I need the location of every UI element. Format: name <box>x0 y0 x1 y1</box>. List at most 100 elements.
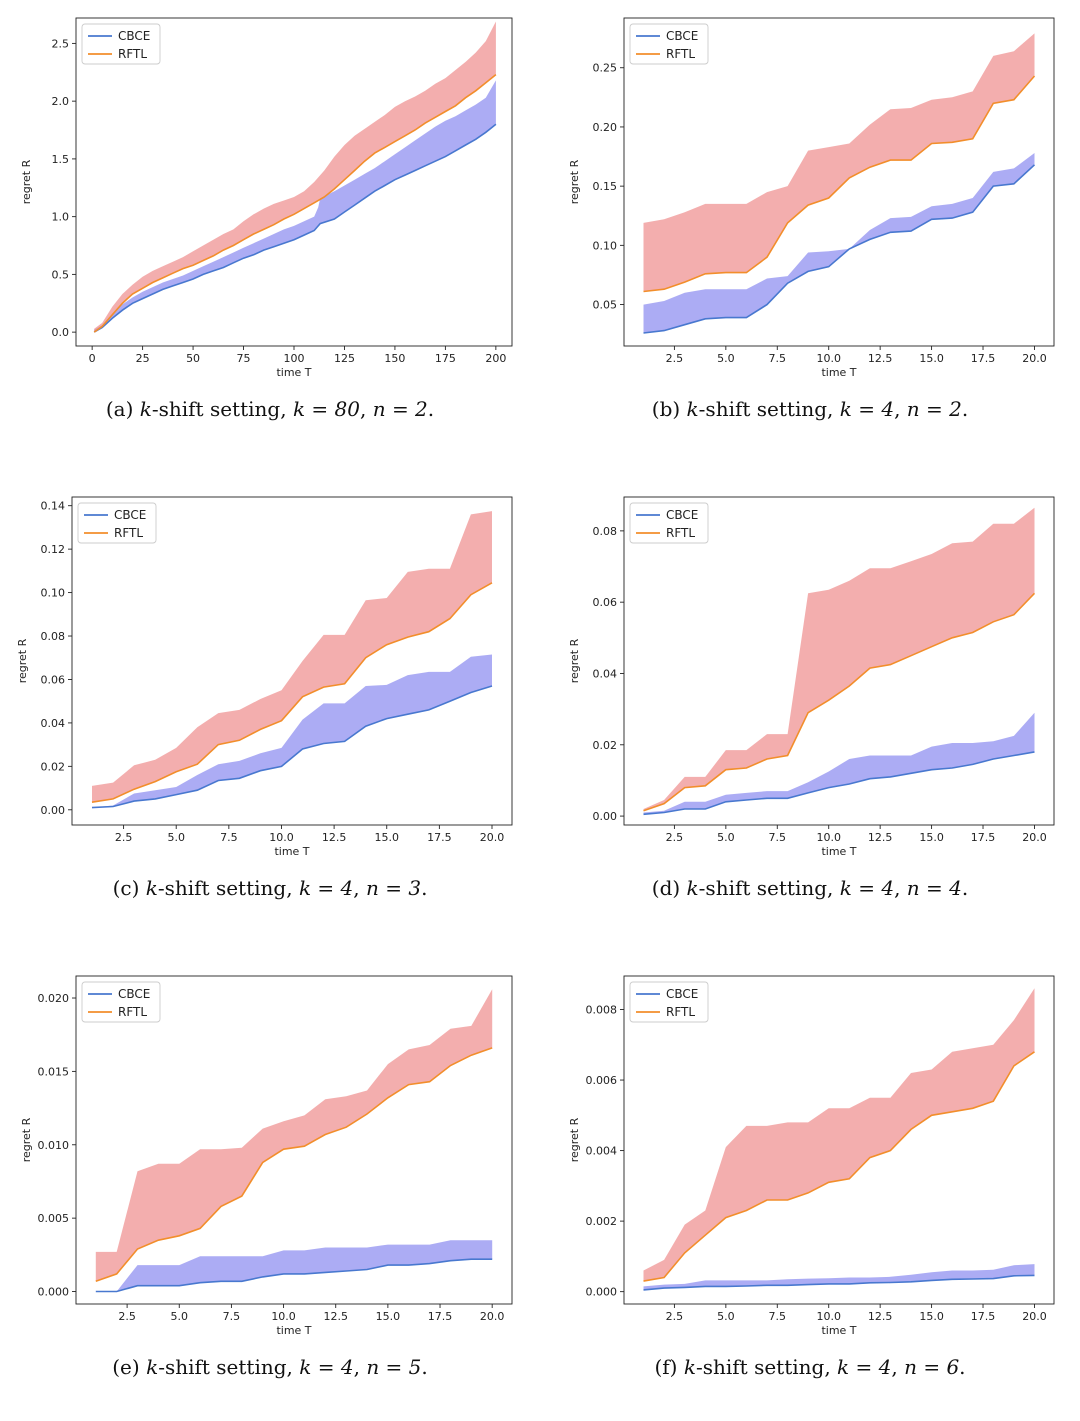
line-cbce <box>643 751 1035 816</box>
x-tick-label: 10.0 <box>271 1310 296 1323</box>
y-tick-label: 0.006 <box>586 1074 618 1087</box>
y-tick-label: 0.008 <box>586 1004 618 1017</box>
x-tick-label: 20.0 <box>1022 352 1047 365</box>
x-tick-label: 10.0 <box>816 831 841 844</box>
y-tick-label: 0.08 <box>593 525 618 538</box>
x-tick-label: 75 <box>237 352 251 365</box>
x-tick-label: 2.5 <box>666 831 684 844</box>
x-tick-label: 15.0 <box>374 831 399 844</box>
axes-frame <box>623 17 1055 347</box>
y-tick-label: 0.00 <box>41 804 66 817</box>
band-rftl <box>94 21 496 333</box>
chart-e: 2.5 5.0 7.5 10.0 12.5 15.0 17.5 20.0 0.000 0.005 0… <box>20 975 513 1337</box>
y-tick-label: 0.02 <box>41 760 66 773</box>
line-rftl <box>91 582 493 803</box>
line-rftl <box>95 1047 493 1283</box>
line-cbce <box>95 1258 493 1293</box>
line-cbce <box>91 685 493 809</box>
legend-label-rftl: RFTL <box>666 1005 695 1019</box>
panel-a: 0 25 50 75 100 125 150 175 200 0.0 0.5 1.0 1.5 2.0 2.5… <box>0 0 540 463</box>
axes-frame <box>71 496 513 826</box>
x-tick-label: 20.0 <box>1022 831 1047 844</box>
band-rftl <box>95 989 493 1282</box>
panel-f: 2.5 5.0 7.5 10.0 12.5 15.0 17.5 20.0 0.000 0.002 0… <box>540 958 1080 1421</box>
y-axis-label: regret R <box>20 1117 33 1162</box>
y-tick-label: 0.20 <box>593 121 618 134</box>
x-tick-label: 125 <box>334 352 355 365</box>
y-tick-label: 0.14 <box>41 500 66 513</box>
legend-label-rftl: RFTL <box>666 526 695 540</box>
x-tick-label: 2.5 <box>118 1310 136 1323</box>
x-tick-label: 7.5 <box>769 831 787 844</box>
x-tick-label: 15.0 <box>919 352 944 365</box>
y-tick-label: 2.0 <box>52 95 70 108</box>
chart-d: 2.5 5.0 7.5 10.0 12.5 15.0 17.5 20.0 0.00 0.02 0.0… <box>568 496 1055 858</box>
y-tick-label: 0.10 <box>593 239 618 252</box>
x-tick-label: 5.0 <box>717 831 735 844</box>
x-tick-label: 0 <box>89 352 96 365</box>
y-tick-label: 0.0 <box>52 326 70 339</box>
x-tick-label: 10.0 <box>816 352 841 365</box>
y-tick-label: 1.0 <box>52 211 70 224</box>
legend-label-cbce: CBCE <box>118 987 150 1001</box>
caption-c: (c) k-shift setting, k = 4, n = 3. <box>112 876 428 900</box>
x-tick-label: 12.5 <box>323 1310 348 1323</box>
chart-b: 2.5 5.0 7.5 10.0 12.5 15.0 17.5 20.0 0.05 0.10 0.1… <box>568 17 1055 379</box>
line-rftl <box>643 592 1036 812</box>
y-tick-label: 0.005 <box>38 1212 70 1225</box>
caption-b: (b) k-shift setting, k = 4, n = 2. <box>651 397 969 421</box>
x-tick-label: 2.5 <box>666 352 684 365</box>
band-rftl <box>92 511 492 803</box>
y-axis-label: regret R <box>568 638 581 683</box>
band-cbce <box>92 654 492 808</box>
x-tick-label: 20.0 <box>1022 1310 1047 1323</box>
y-tick-label: 0.10 <box>41 587 66 600</box>
y-tick-label: 0.002 <box>586 1215 618 1228</box>
x-tick-label: 15.0 <box>919 831 944 844</box>
x-tick-label: 12.5 <box>868 352 893 365</box>
panel-d: 2.5 5.0 7.5 10.0 12.5 15.0 17.5 20.0 0.00 0.02 0.0… <box>540 479 1080 942</box>
x-tick-label: 17.5 <box>971 831 996 844</box>
x-tick-label: 200 <box>485 352 506 365</box>
x-tick-label: 7.5 <box>220 831 238 844</box>
x-tick-label: 17.5 <box>427 831 452 844</box>
x-tick-label: 7.5 <box>769 1310 787 1323</box>
line-rftl <box>643 1051 1035 1282</box>
x-tick-label: 150 <box>384 352 405 365</box>
panel-c: 2.5 5.0 7.5 10.0 12.5 15.0 17.5 20.0 0.00 0.02 0.0… <box>0 479 540 942</box>
y-tick-label: 0.05 <box>593 299 618 312</box>
y-tick-label: 0.04 <box>41 717 66 730</box>
y-tick-label: 0.06 <box>41 673 66 686</box>
y-tick-label: 0.000 <box>586 1286 618 1299</box>
legend-label-cbce: CBCE <box>118 29 150 43</box>
y-tick-label: 0.04 <box>593 667 618 680</box>
band-rftl <box>643 33 1035 292</box>
chart-f: 2.5 5.0 7.5 10.0 12.5 15.0 17.5 20.0 0.000 0.002 0… <box>568 975 1055 1337</box>
y-tick-label: 0.06 <box>593 596 618 609</box>
x-tick-label: 10.0 <box>269 831 294 844</box>
legend-label-cbce: CBCE <box>666 987 698 1001</box>
y-axis-label: regret R <box>20 159 33 204</box>
legend-label-rftl: RFTL <box>666 47 695 61</box>
x-axis-label: time T <box>821 366 856 379</box>
y-tick-label: 0.15 <box>593 180 618 193</box>
line-cbce <box>643 164 1036 334</box>
panel-e: 2.5 5.0 7.5 10.0 12.5 15.0 17.5 20.0 0.000 0.005 0… <box>0 958 540 1421</box>
x-tick-label: 5.0 <box>171 1310 189 1323</box>
legend-label-cbce: CBCE <box>114 508 146 522</box>
y-tick-label: 0.5 <box>52 268 70 281</box>
figure: 0 25 50 75 100 125 150 175 200 0.0 0.5 1.0 1.5 2.0 2.5… <box>0 0 1080 1379</box>
line-cbce <box>643 1274 1035 1291</box>
panel-b: 2.5 5.0 7.5 10.0 12.5 15.0 17.5 20.0 0.05 0.10 0.1… <box>540 0 1080 463</box>
axes-frame <box>623 496 1055 826</box>
chart-a: 0 25 50 75 100 125 150 175 200 0.0 0.5 1.0 1.5 2.0 2.5… <box>20 17 513 379</box>
legend-label-rftl: RFTL <box>114 526 143 540</box>
y-axis-label: regret R <box>568 1117 581 1162</box>
y-tick-label: 0.020 <box>38 992 70 1005</box>
x-tick-label: 12.5 <box>322 831 347 844</box>
x-tick-label: 2.5 <box>115 831 133 844</box>
caption-a: (a) k-shift setting, k = 80, n = 2. <box>105 397 435 421</box>
y-tick-label: 0.08 <box>41 630 66 643</box>
x-tick-label: 20.0 <box>480 831 505 844</box>
x-axis-label: time T <box>276 366 311 379</box>
